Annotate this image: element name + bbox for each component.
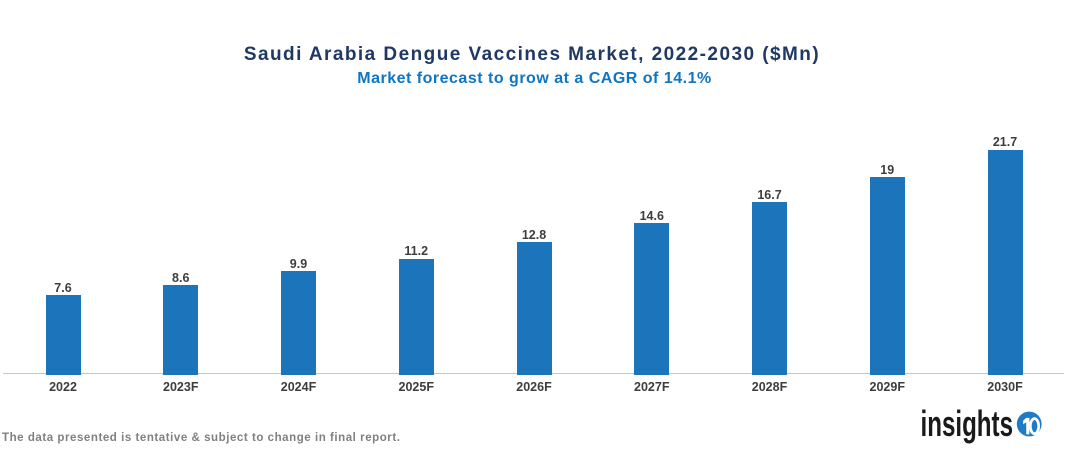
svg-text:insights: insights — [921, 406, 1014, 444]
